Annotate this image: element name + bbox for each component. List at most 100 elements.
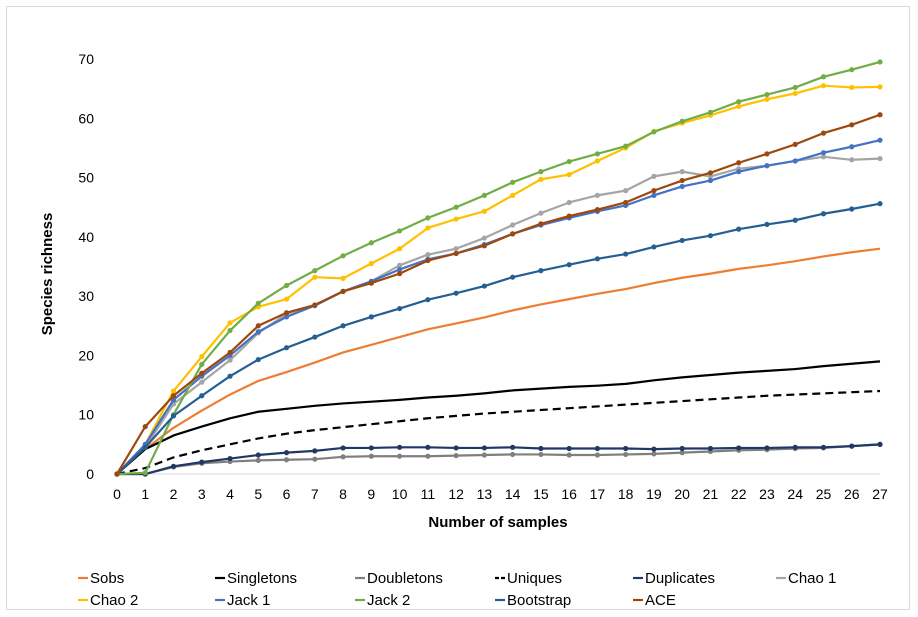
series-duplicates [114,441,883,477]
x-tick-label: 1 [141,486,149,502]
data-point [283,450,290,456]
x-tick-label: 0 [113,486,121,502]
x-tick-label: 14 [505,486,521,502]
data-point [849,122,855,128]
data-point [820,154,827,160]
data-point [368,280,374,286]
data-point [255,356,261,363]
data-point [227,320,233,326]
data-point [764,163,770,169]
x-tick-label: 21 [703,486,719,502]
data-point [481,208,487,214]
x-tick-label: 3 [198,486,206,502]
data-point [255,300,261,306]
legend-label: Doubletons [367,570,443,587]
legend-label: Bootstrap [507,592,571,609]
data-point [170,388,177,394]
data-point [538,268,544,274]
y-tick-label: 10 [78,407,94,423]
legend-label: Chao 1 [788,570,836,587]
x-tick-label: 15 [533,486,549,502]
data-point [736,103,742,110]
data-point [792,158,798,164]
data-point [199,379,205,385]
series-line [116,360,881,475]
series-line [116,113,881,475]
x-tick-label: 27 [872,486,888,502]
legend-label: Singletons [227,570,297,587]
data-point [368,260,374,267]
data-point [425,297,431,303]
legend-item: Singletons [215,570,297,587]
data-point [707,233,714,239]
data-point [764,91,770,98]
data-point [651,192,657,198]
x-tick-label: 23 [759,486,775,502]
data-point [566,172,572,178]
legend-label: Chao 2 [90,592,138,609]
data-point [481,243,487,249]
data-point [651,244,657,250]
data-point [170,463,177,469]
data-point [368,240,374,246]
data-point [170,393,177,399]
data-point [227,349,233,356]
y-tick-label: 20 [78,347,94,363]
data-point [538,176,544,182]
x-tick-label: 7 [311,486,319,502]
data-point [651,451,657,457]
data-point [227,455,233,462]
data-point [312,448,318,454]
y-tick-label: 50 [78,170,94,186]
data-point [510,192,516,198]
data-point [283,310,290,316]
legend-item: Jack 2 [355,592,410,609]
data-point [340,454,346,460]
legend-label: Duplicates [645,570,715,587]
data-point [651,173,657,179]
data-point [849,67,855,73]
data-point [736,169,742,175]
data-point [877,201,883,207]
data-point [453,453,459,459]
data-point [340,253,346,259]
series-line [116,84,881,475]
data-point [425,215,431,221]
legend-item: ACE [633,592,676,609]
data-point [820,83,827,89]
legend: Sobs Singletons Doubletons Uniques Duplicate… [78,570,836,609]
data-point [877,112,883,118]
data-point [707,109,714,115]
data-point [538,445,544,452]
data-point [227,373,233,379]
data-point [425,257,431,264]
x-tick-label: 10 [392,486,408,502]
data-point [283,296,290,302]
x-tick-label: 9 [367,486,375,502]
data-point [510,179,516,185]
legend-item: Chao 1 [776,570,836,587]
x-tick-label: 8 [339,486,347,502]
data-point [594,192,601,198]
data-point [510,274,516,280]
data-point [481,192,487,198]
series-line [117,443,881,476]
data-point [199,370,205,376]
series-line [116,247,881,475]
data-point [792,84,798,91]
data-point [396,266,403,273]
data-point [312,274,318,280]
data-point [877,59,883,65]
data-point [566,452,572,458]
data-point [481,235,487,241]
x-tick-label: 4 [226,486,234,502]
data-point [396,228,403,234]
data-point [877,137,883,143]
data-point [679,177,685,184]
data-point [877,156,883,162]
series-singletons [116,360,881,475]
data-point [255,323,261,329]
series-layer [114,59,883,477]
data-point [849,157,855,163]
data-point [849,84,855,91]
